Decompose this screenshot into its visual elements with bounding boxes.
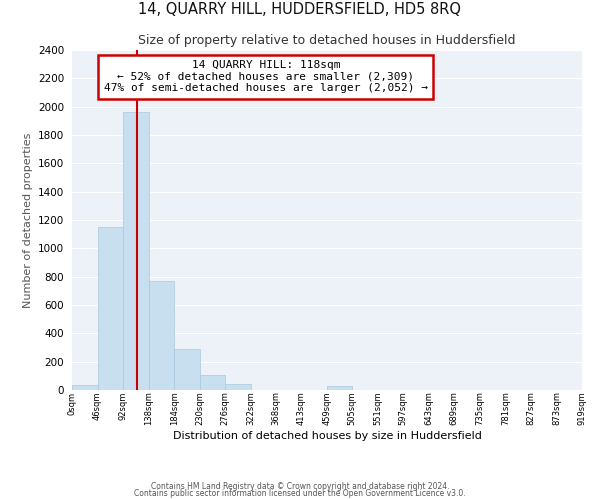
- Bar: [72, 385, 98, 390]
- Bar: [149, 281, 174, 390]
- Bar: [174, 349, 200, 390]
- Bar: [98, 227, 123, 390]
- Text: Contains public sector information licensed under the Open Government Licence v3: Contains public sector information licen…: [134, 490, 466, 498]
- Title: Size of property relative to detached houses in Huddersfield: Size of property relative to detached ho…: [138, 34, 516, 48]
- Bar: [123, 112, 149, 390]
- Y-axis label: Number of detached properties: Number of detached properties: [23, 132, 32, 308]
- Text: Contains HM Land Registry data © Crown copyright and database right 2024.: Contains HM Land Registry data © Crown c…: [151, 482, 449, 491]
- Bar: [327, 386, 352, 390]
- Text: 14 QUARRY HILL: 118sqm
← 52% of detached houses are smaller (2,309)
47% of semi-: 14 QUARRY HILL: 118sqm ← 52% of detached…: [104, 60, 428, 94]
- Bar: [225, 384, 251, 390]
- X-axis label: Distribution of detached houses by size in Huddersfield: Distribution of detached houses by size …: [173, 431, 481, 441]
- Text: 14, QUARRY HILL, HUDDERSFIELD, HD5 8RQ: 14, QUARRY HILL, HUDDERSFIELD, HD5 8RQ: [139, 2, 461, 18]
- Bar: [200, 375, 225, 390]
